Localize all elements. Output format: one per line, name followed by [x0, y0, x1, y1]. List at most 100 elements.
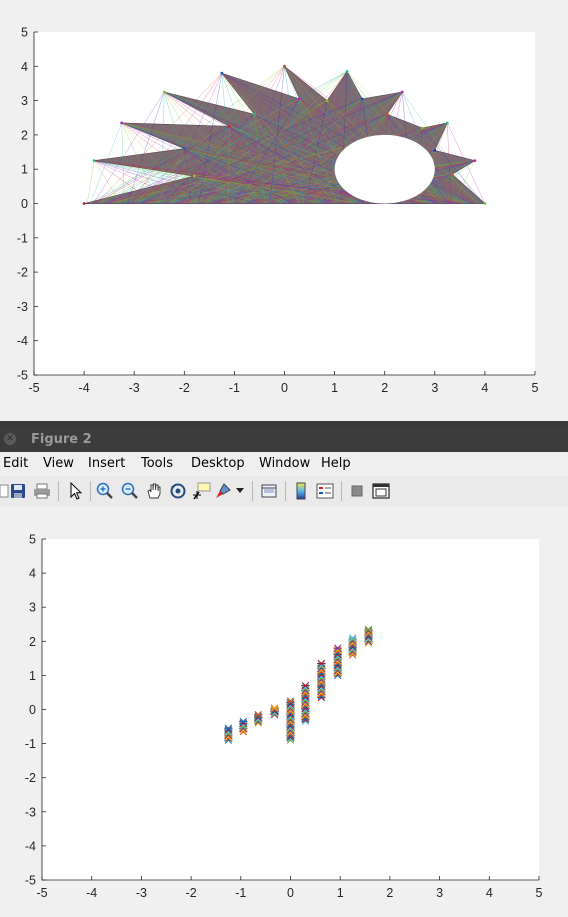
marker-column [317, 659, 326, 702]
vertex-point [82, 202, 86, 205]
y-tick-label: -5 [25, 874, 36, 888]
series-line [402, 91, 447, 204]
series-line [221, 73, 233, 204]
series-line [421, 174, 453, 204]
series-line [93, 91, 165, 204]
series-line [402, 91, 481, 204]
menu-view[interactable]: View [43, 456, 74, 471]
x-tick-label: 2 [381, 381, 388, 395]
figure-1-canvas: -5 -4 -3 -2 -1 0 1 2 3 4 5 -5 -4 -3 -2 -1 0 1 2 3 4 5 [0, 0, 568, 421]
x-tick-label: 1 [337, 886, 344, 900]
toolbar [0, 476, 568, 507]
rotate-icon[interactable] [168, 481, 188, 501]
data-point [333, 646, 342, 654]
marker-column [301, 681, 310, 726]
series-line [187, 176, 195, 204]
y-tick-label: 2 [29, 635, 36, 649]
series-line [164, 91, 366, 204]
new-figure-icon[interactable] [0, 481, 16, 501]
series-line [387, 114, 482, 204]
series-line [198, 73, 223, 204]
x-tick-label: 0 [281, 381, 288, 395]
data-point [253, 710, 263, 719]
data-cursor-icon[interactable] [191, 481, 211, 501]
vertex-point [385, 112, 389, 116]
series-line [127, 91, 165, 204]
print-icon[interactable] [32, 481, 52, 501]
series-line [159, 126, 230, 204]
series-line [93, 160, 122, 204]
window-divider [0, 421, 568, 428]
y-tick-label: -2 [25, 771, 36, 785]
y-tick-label: -2 [17, 266, 28, 280]
marker-column [333, 644, 342, 680]
data-point [301, 683, 310, 691]
x-tick-label: -1 [235, 886, 246, 900]
brush-icon[interactable] [214, 481, 234, 501]
menu-edit[interactable]: Edit [3, 456, 29, 471]
series-line [121, 122, 193, 204]
series-line [254, 114, 334, 204]
toolbar-separator [285, 481, 286, 501]
series-line [94, 160, 292, 204]
y-tick-label: -3 [25, 805, 36, 819]
figure-2-canvas: -5 -4 -3 -2 -1 0 1 2 3 4 5 -5 -4 -3 -2 -1 0 1 2 3 4 5 [0, 506, 568, 913]
series-line [121, 122, 227, 204]
vertex-point [227, 124, 231, 128]
vertex-point [345, 70, 349, 73]
series-line [94, 160, 360, 204]
chevron-down-icon[interactable] [234, 481, 246, 501]
dock-icon[interactable] [371, 481, 391, 501]
series-line [308, 98, 363, 204]
series-line [229, 126, 297, 204]
series-line [434, 150, 453, 204]
series-line [107, 114, 388, 204]
data-point [239, 719, 248, 727]
data-point [224, 724, 233, 732]
vertex-point [420, 126, 424, 130]
x-tick-label: 2 [386, 886, 393, 900]
series-line [86, 160, 95, 204]
x-tick-label: 1 [331, 381, 338, 395]
figure-2-window: ✕ Figure 2 Edit View Insert Tools Deskto… [0, 428, 568, 913]
y-tick-label: 1 [21, 163, 28, 177]
data-point [253, 712, 263, 720]
x-tick-label: 5 [536, 886, 543, 900]
menu-help[interactable]: Help [321, 456, 351, 471]
pointer-icon[interactable] [65, 481, 85, 501]
menu-insert[interactable]: Insert [88, 456, 126, 471]
marker-column [239, 717, 248, 736]
series-line [94, 160, 224, 204]
zoom-out-icon[interactable] [120, 481, 140, 501]
menu-tools[interactable]: Tools [141, 456, 174, 471]
hide-tools-icon[interactable] [347, 481, 367, 501]
x-tick-label: 0 [287, 886, 294, 900]
series-line [284, 66, 339, 204]
y-tick-label: 3 [29, 601, 36, 615]
menu-window[interactable]: Window [259, 456, 311, 471]
title-bar[interactable]: ✕ Figure 2 [0, 428, 568, 452]
series-line [184, 148, 192, 204]
series-line [133, 66, 285, 204]
data-point [270, 705, 279, 713]
link-icon[interactable] [259, 481, 279, 501]
series-line [235, 66, 285, 204]
colorbar-icon[interactable] [291, 481, 311, 501]
pan-icon[interactable] [144, 481, 164, 501]
save-icon[interactable] [8, 481, 28, 501]
y-tick-label: 3 [21, 94, 28, 108]
series-line [121, 122, 295, 204]
series-line [125, 126, 230, 204]
series-line [194, 175, 290, 204]
marker-column [224, 724, 233, 744]
close-icon[interactable]: ✕ [4, 433, 16, 445]
vertex-point [445, 121, 449, 125]
series-line [94, 160, 326, 204]
menu-desktop[interactable]: Desktop [191, 456, 245, 471]
x-tick-label: -2 [179, 381, 190, 395]
zoom-in-icon[interactable] [95, 481, 115, 501]
series-line [102, 71, 348, 204]
series-line [153, 175, 195, 204]
legend-icon[interactable] [315, 481, 335, 501]
x-tick-label: 4 [481, 381, 488, 395]
